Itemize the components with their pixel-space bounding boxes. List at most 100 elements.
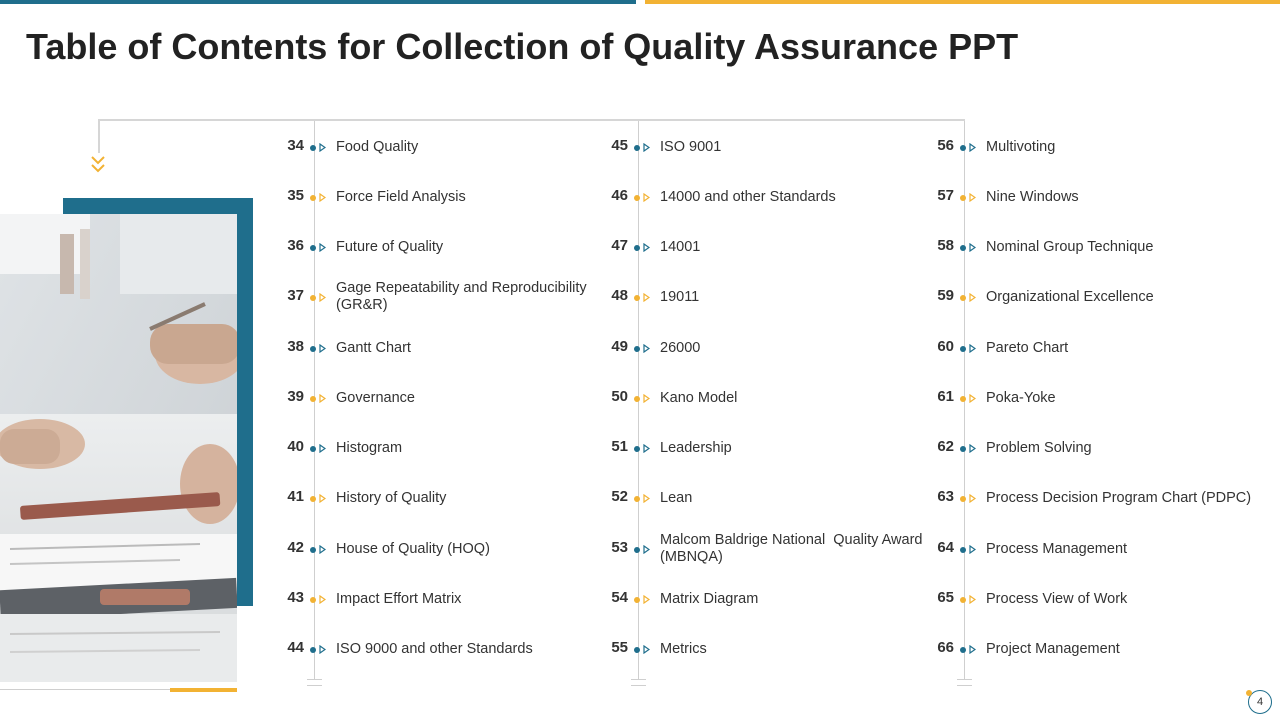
toc-item-label: ISO 9001 — [660, 138, 722, 155]
toc-item-dot — [960, 295, 966, 301]
column-line-foot — [307, 679, 322, 680]
toc-column-2: 45 ISO 9001 46 14000 and other Standards… — [608, 121, 928, 687]
toc-item: 62 Problem Solving — [934, 423, 1254, 473]
toc-item: 60 Pareto Chart — [934, 323, 1254, 373]
toc-item-dot — [634, 346, 640, 352]
toc-item-label: Kano Model — [660, 389, 738, 406]
toc-item-dot — [960, 346, 966, 352]
arrow-right-outline-icon — [319, 394, 326, 403]
toc-item-label: Impact Effort Matrix — [336, 590, 462, 607]
toc-item-label: ISO 9000 and other Standards — [336, 640, 533, 657]
toc-item-dot — [634, 446, 640, 452]
toc-item: 65 Process View of Work — [934, 574, 1254, 624]
arrow-right-outline-icon — [319, 243, 326, 252]
toc-item-dot — [310, 446, 316, 452]
toc-item-number: 51 — [611, 438, 628, 455]
toc-item: 39 Governance — [284, 373, 604, 423]
toc-item-label: Gage Repeatability and Reproducibility (… — [336, 280, 587, 313]
toc-item-label: Force Field Analysis — [336, 188, 466, 205]
toc-item-number: 43 — [287, 589, 304, 606]
toc-item-dot — [310, 396, 316, 402]
arrow-right-outline-icon — [319, 595, 326, 604]
toc-item-label: Pareto Chart — [986, 339, 1069, 356]
toc-item-dot — [960, 547, 966, 553]
toc-item-number: 47 — [611, 237, 628, 254]
toc-item-number: 59 — [937, 287, 954, 304]
arrow-right-outline-icon — [969, 494, 976, 503]
toc-item: 54 Matrix Diagram — [608, 574, 928, 624]
top-accent-bar-orange — [645, 0, 1280, 4]
toc-item-dot — [960, 597, 966, 603]
toc-item: 61 Poka-Yoke — [934, 373, 1254, 423]
toc-item-dot — [634, 145, 640, 151]
toc-item-number: 60 — [937, 338, 954, 355]
arrow-right-outline-icon — [643, 344, 650, 353]
toc-item-number: 39 — [287, 388, 304, 405]
toc-item: 59 Organizational Excellence — [934, 272, 1254, 322]
arrow-right-outline-icon — [643, 394, 650, 403]
toc-item: 38 Gantt Chart — [284, 323, 604, 373]
toc-item-number: 64 — [937, 539, 954, 556]
toc-item: 53 Malcom Baldrige National Quality Awar… — [608, 524, 928, 574]
toc-item-label: Matrix Diagram — [660, 590, 759, 607]
toc-item-number: 46 — [611, 187, 628, 204]
top-accent-bar-blue — [0, 0, 636, 4]
toc-item-label: Process View of Work — [986, 590, 1128, 607]
toc-item-label: Nominal Group Technique — [986, 238, 1154, 255]
toc-item-dot — [634, 597, 640, 603]
toc-item: 56 Multivoting — [934, 122, 1254, 172]
arrow-right-outline-icon — [319, 143, 326, 152]
toc-item: 66 Project Management — [934, 624, 1254, 674]
toc-item-dot — [310, 195, 316, 201]
toc-item-number: 50 — [611, 388, 628, 405]
toc-item: 34 Food Quality — [284, 122, 604, 172]
toc-item: 37 Gage Repeatability and Reproducibilit… — [284, 272, 604, 322]
toc-item-number: 65 — [937, 589, 954, 606]
toc-item: 58 Nominal Group Technique — [934, 222, 1254, 272]
toc-item: 55 Metrics — [608, 624, 928, 674]
toc-item-number: 44 — [287, 639, 304, 656]
toc-item-label: 14001 — [660, 238, 701, 255]
toc-item-number: 57 — [937, 187, 954, 204]
toc-item-dot — [960, 145, 966, 151]
toc-item-dot — [310, 245, 316, 251]
arrow-right-outline-icon — [319, 494, 326, 503]
toc-item: 44 ISO 9000 and other Standards — [284, 624, 604, 674]
arrow-right-outline-icon — [969, 394, 976, 403]
toc-item-dot — [310, 647, 316, 653]
connector-drop-line — [98, 119, 100, 153]
arrow-right-outline-icon — [643, 243, 650, 252]
toc-item-dot — [634, 245, 640, 251]
office-photo — [0, 214, 237, 682]
toc-item: 49 26000 — [608, 323, 928, 373]
toc-item-label: Metrics — [660, 640, 707, 657]
toc-item-label: Histogram — [336, 439, 403, 456]
toc-item-dot — [634, 195, 640, 201]
toc-item: 40 Histogram — [284, 423, 604, 473]
arrow-right-outline-icon — [643, 444, 650, 453]
page-title: Table of Contents for Collection of Qual… — [26, 26, 1019, 67]
toc-item: 42 House of Quality (HOQ) — [284, 524, 604, 574]
arrow-right-outline-icon — [319, 344, 326, 353]
toc-item-label: Organizational Excellence — [986, 288, 1154, 305]
arrow-right-outline-icon — [969, 444, 976, 453]
toc-item-label: Food Quality — [336, 138, 419, 155]
photo-underline — [0, 689, 170, 690]
toc-item-label: Leadership — [660, 439, 732, 456]
toc-item-number: 38 — [287, 338, 304, 355]
toc-item-label: Governance — [336, 389, 415, 406]
arrow-right-outline-icon — [969, 293, 976, 302]
arrow-right-outline-icon — [969, 545, 976, 554]
toc-item-dot — [634, 496, 640, 502]
toc-item: 43 Impact Effort Matrix — [284, 574, 604, 624]
column-line-foot — [307, 685, 322, 686]
toc-item-number: 53 — [611, 539, 628, 556]
toc-item: 35 Force Field Analysis — [284, 172, 604, 222]
toc-item-number: 40 — [287, 438, 304, 455]
toc-item-dot — [310, 496, 316, 502]
toc-item-dot — [960, 195, 966, 201]
toc-column-1: 34 Food Quality 35 Force Field Analysis … — [284, 121, 604, 687]
toc-item-label: Process Management — [986, 540, 1128, 557]
toc-item-number: 54 — [611, 589, 628, 606]
toc-item-label: 14000 and other Standards — [660, 188, 836, 205]
